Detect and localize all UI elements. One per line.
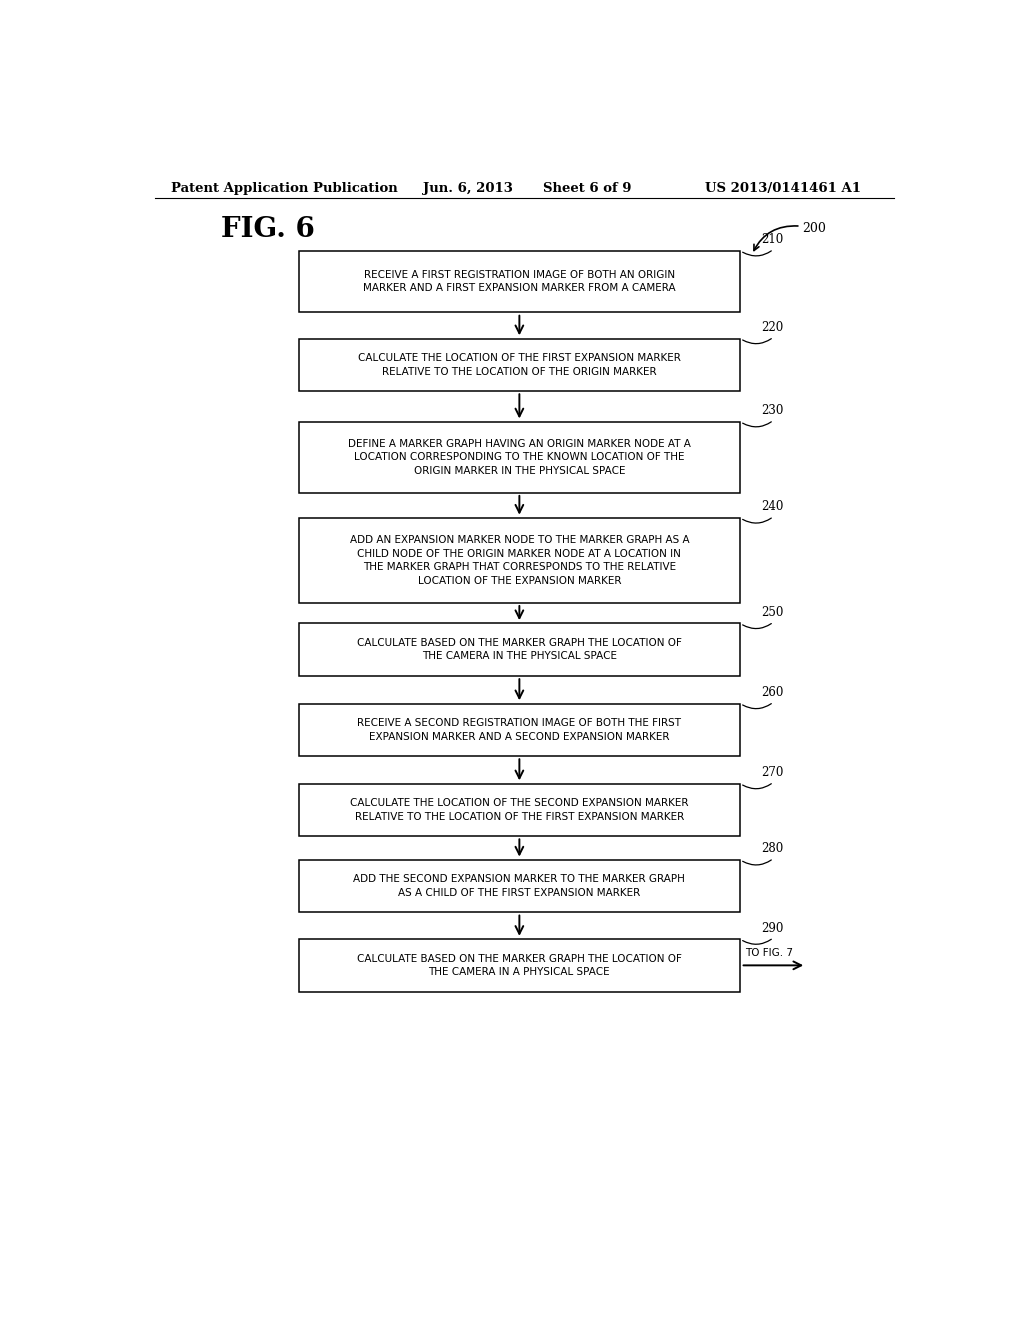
- Text: 230: 230: [761, 404, 783, 417]
- Bar: [299, 339, 740, 391]
- Text: CALCULATE BASED ON THE MARKER GRAPH THE LOCATION OF
THE CAMERA IN A PHYSICAL SPA: CALCULATE BASED ON THE MARKER GRAPH THE …: [357, 953, 682, 977]
- Text: 270: 270: [761, 766, 783, 779]
- Text: 280: 280: [761, 842, 783, 855]
- Text: Jun. 6, 2013: Jun. 6, 2013: [423, 182, 512, 194]
- Text: CALCULATE THE LOCATION OF THE FIRST EXPANSION MARKER
RELATIVE TO THE LOCATION OF: CALCULATE THE LOCATION OF THE FIRST EXPA…: [358, 352, 681, 376]
- Bar: [299, 422, 740, 492]
- Bar: [299, 859, 740, 912]
- Text: DEFINE A MARKER GRAPH HAVING AN ORIGIN MARKER NODE AT A
LOCATION CORRESPONDING T: DEFINE A MARKER GRAPH HAVING AN ORIGIN M…: [348, 438, 691, 475]
- Text: ADD THE SECOND EXPANSION MARKER TO THE MARKER GRAPH
AS A CHILD OF THE FIRST EXPA: ADD THE SECOND EXPANSION MARKER TO THE M…: [353, 874, 685, 898]
- Text: 290: 290: [761, 921, 783, 935]
- Text: FIG. 6: FIG. 6: [221, 216, 314, 243]
- Text: CALCULATE BASED ON THE MARKER GRAPH THE LOCATION OF
THE CAMERA IN THE PHYSICAL S: CALCULATE BASED ON THE MARKER GRAPH THE …: [357, 638, 682, 661]
- Text: RECEIVE A SECOND REGISTRATION IMAGE OF BOTH THE FIRST
EXPANSION MARKER AND A SEC: RECEIVE A SECOND REGISTRATION IMAGE OF B…: [357, 718, 681, 742]
- Text: RECEIVE A FIRST REGISTRATION IMAGE OF BOTH AN ORIGIN
MARKER AND A FIRST EXPANSIO: RECEIVE A FIRST REGISTRATION IMAGE OF BO…: [364, 269, 676, 293]
- Text: 260: 260: [761, 686, 783, 700]
- Text: TO FIG. 7: TO FIG. 7: [744, 948, 793, 958]
- Text: CALCULATE THE LOCATION OF THE SECOND EXPANSION MARKER
RELATIVE TO THE LOCATION O: CALCULATE THE LOCATION OF THE SECOND EXP…: [350, 799, 688, 821]
- Text: Sheet 6 of 9: Sheet 6 of 9: [543, 182, 631, 194]
- Bar: [299, 940, 740, 991]
- Text: 200: 200: [802, 222, 826, 235]
- Text: Patent Application Publication: Patent Application Publication: [171, 182, 397, 194]
- Text: 240: 240: [761, 500, 783, 513]
- Bar: [299, 704, 740, 756]
- Text: 210: 210: [761, 234, 783, 246]
- Bar: [299, 623, 740, 676]
- Bar: [299, 784, 740, 836]
- Bar: [299, 517, 740, 603]
- Text: US 2013/0141461 A1: US 2013/0141461 A1: [706, 182, 861, 194]
- Bar: [299, 251, 740, 313]
- Text: ADD AN EXPANSION MARKER NODE TO THE MARKER GRAPH AS A
CHILD NODE OF THE ORIGIN M: ADD AN EXPANSION MARKER NODE TO THE MARK…: [349, 535, 689, 586]
- Text: 250: 250: [761, 606, 783, 619]
- Text: 220: 220: [761, 321, 783, 334]
